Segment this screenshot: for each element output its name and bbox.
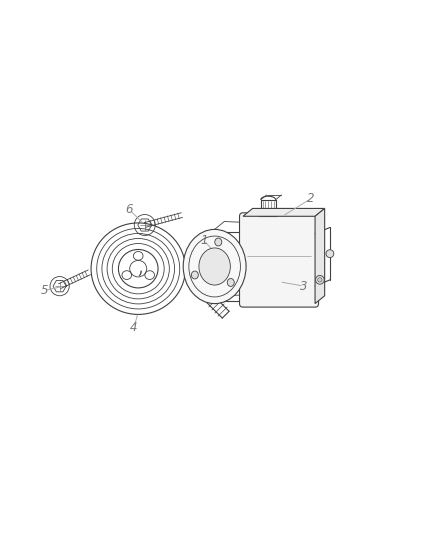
Text: 3: 3 [300,280,308,293]
Text: 2: 2 [307,192,314,205]
Polygon shape [243,208,325,216]
Ellipse shape [191,271,198,279]
Ellipse shape [215,238,222,246]
Text: 4: 4 [130,321,138,334]
Ellipse shape [199,248,230,285]
Circle shape [318,278,322,282]
Text: 1: 1 [200,234,208,247]
Text: 6: 6 [126,203,133,216]
Text: 5: 5 [41,284,48,297]
Circle shape [315,276,324,284]
Circle shape [326,250,334,257]
Ellipse shape [183,229,246,304]
Ellipse shape [227,279,234,286]
FancyBboxPatch shape [240,213,318,307]
Polygon shape [315,208,325,304]
